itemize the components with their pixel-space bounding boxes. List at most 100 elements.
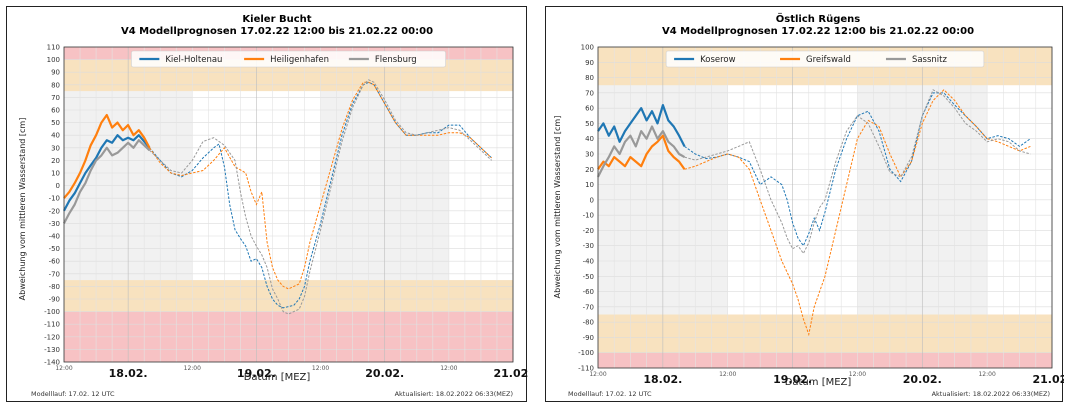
y-tick-label: 100 [47,56,60,64]
y-tick-label: 0 [56,182,60,190]
y-tick-label: 20 [51,157,60,165]
y-tick-label: -20 [49,207,60,215]
y-axis-label: Abweichung vom mittleren Wasserstand [cm… [553,116,562,299]
x-hour-tick: 12:00 [55,365,72,372]
y-tick-label: -140 [44,359,60,367]
series-observed-kiel-holtenau [63,134,151,212]
legend-label: Heiligenhafen [270,55,329,65]
y-tick-label: -70 [583,303,594,311]
x-date-tick: 21.02. [494,367,528,380]
y-tick-label: 80 [51,81,60,89]
y-tick-label: -90 [583,334,594,342]
legend-label: Flensburg [375,55,417,65]
y-tick-label: -10 [49,195,60,203]
series-observed-flensburg [63,139,151,224]
chart-title: Östlich Rügens [776,11,860,25]
y-tick-label: -130 [44,346,60,354]
series-observed-sassnitz [597,125,686,178]
plot-frame [597,46,1053,369]
y-tick-label: -60 [583,288,594,296]
series-forecast-koserow [684,92,1031,247]
x-date-tick: 18.02. [643,373,682,386]
y-tick-label: 40 [51,132,60,140]
y-tick-label: 60 [585,105,594,113]
plot-area [597,46,1053,369]
x-axis-label: Datum [MEZ] [785,377,852,388]
chart-panel-oestlich-ruegens: Östlich Rügens V4 Modellprognosen 17.02.… [545,6,1064,402]
y-tick-label: 90 [51,69,60,77]
x-hour-tick: 12:00 [184,365,201,372]
series-forecast-kiel-holtenau [149,81,492,309]
series-forecast-sassnitz [684,89,1031,255]
y-tick-label: -90 [49,296,60,304]
chart-oestlich-ruegens: Östlich Rügens V4 Modellprognosen 17.02.… [553,11,1064,398]
x-axis-label: Datum [MEZ] [244,372,311,383]
y-tick-label: -40 [49,233,60,241]
chart-kieler-bucht: Kieler Bucht V4 Modellprognosen 17.02.22… [18,14,528,398]
y-tick-label: -50 [49,245,60,253]
y-tick-label: 40 [585,135,594,143]
x-date-tick: 18.02. [109,367,148,380]
series-forecast-greifswald [684,89,1031,337]
y-axis-label: Abweichung vom mittleren Wasserstand [cm… [18,118,27,301]
y-tick-label: -10 [583,212,594,220]
series-forecast-flensburg [149,79,492,315]
y-tick-label: 90 [585,59,594,67]
x-hour-tick: 12:00 [312,365,329,372]
plot-frame [63,46,514,363]
chart-subtitle: V4 Modellprognosen 17.02.22 12:00 bis 21… [662,26,974,37]
y-tick-label: -80 [583,319,594,327]
chart-subtitle: V4 Modellprognosen 17.02.22 12:00 bis 21… [121,26,433,37]
x-hour-tick: 12:00 [849,371,866,378]
y-tick-label: -60 [49,258,60,266]
x-date-tick: 21.02. [1033,373,1064,386]
legend-label: Sassnitz [912,55,948,65]
y-tick-label: -120 [44,333,60,341]
footer-updated: Aktualisiert: 18.02.2022 06:33(MEZ) [395,390,513,398]
footer-model-run: Modelllauf: 17.02. 12 UTC [31,390,115,398]
legend-box [131,50,446,68]
y-tick-label: 70 [585,89,594,97]
y-tick-label: 0 [590,196,594,204]
x-hour-tick: 12:00 [440,365,457,372]
y-tick-label: 100 [581,44,594,52]
series-forecast-heiligenhafen [149,81,492,290]
y-tick-label: 50 [585,120,594,128]
y-tick-label: -100 [44,308,60,316]
y-tick-label: -30 [49,220,60,228]
chart-panel-kieler-bucht: Kieler Bucht V4 Modellprognosen 17.02.22… [6,6,528,402]
y-tick-label: 10 [585,181,594,189]
legend-box [665,50,985,68]
y-tick-label: 80 [585,74,594,82]
y-tick-label: 60 [51,107,60,115]
series-observed-heiligenhafen [63,113,151,199]
x-date-tick: 19.02. [773,373,812,386]
y-tick-label: -100 [578,349,594,357]
y-tick-label: -110 [578,365,594,373]
footer-model-run: Modelllauf: 17.02. 12 UTC [568,390,652,398]
y-tick-label: 70 [51,94,60,102]
x-date-tick: 20.02. [903,373,942,386]
y-tick-label: 50 [51,119,60,127]
series-observed-greifswald [597,134,686,170]
legend: Koserow Greifswald Sassnitz [665,50,985,68]
y-tick-label: -20 [583,227,594,235]
x-date-tick: 20.02. [365,367,404,380]
y-tick-label: -70 [49,270,60,278]
x-date-tick: 19.02. [237,367,276,380]
legend-label: Kiel-Holtenau [165,55,222,65]
y-tick-label: -80 [49,283,60,291]
legend-label: Koserow [700,55,736,65]
y-tick-label: 30 [585,151,594,159]
series-observed-koserow [597,103,686,147]
y-tick-label: 30 [51,144,60,152]
footer-updated: Aktualisiert: 18.02.2022 06:33(MEZ) [932,390,1050,398]
y-tick-label: -110 [44,321,60,329]
plot-area [63,46,514,363]
y-tick-label: 110 [47,44,60,52]
y-tick-label: 20 [585,166,594,174]
y-tick-label: -50 [583,273,594,281]
legend-label: Greifswald [806,55,851,65]
x-hour-tick: 12:00 [719,371,736,378]
y-tick-label: -40 [583,258,594,266]
